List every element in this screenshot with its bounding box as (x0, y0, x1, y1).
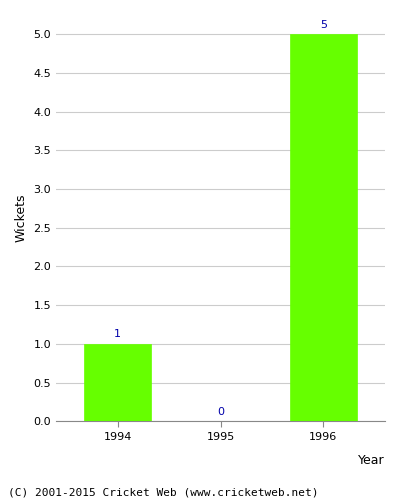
Y-axis label: Wickets: Wickets (15, 194, 28, 242)
Bar (84, 344, 151, 421)
Text: (C) 2001-2015 Cricket Web (www.cricketweb.net): (C) 2001-2015 Cricket Web (www.cricketwe… (8, 488, 318, 498)
Text: Year: Year (358, 454, 385, 466)
Bar (290, 34, 357, 421)
Text: 0: 0 (217, 406, 224, 416)
Text: 5: 5 (320, 20, 327, 30)
Text: 1: 1 (114, 329, 121, 339)
